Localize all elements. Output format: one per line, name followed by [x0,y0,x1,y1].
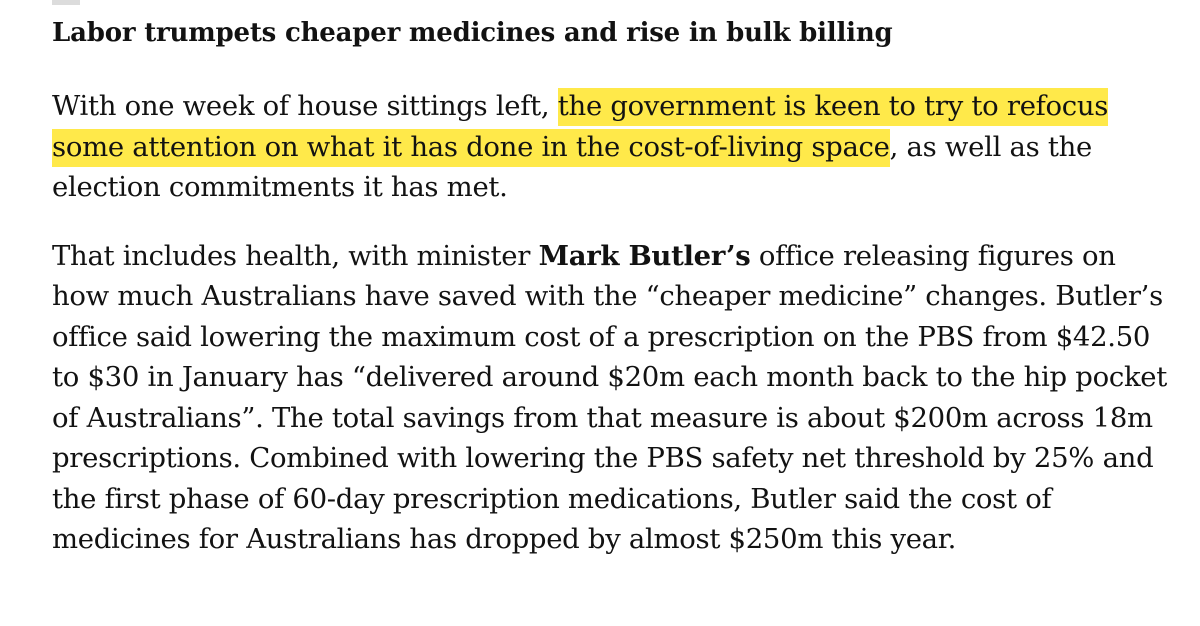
paragraph-2: That includes health, with minister Mark… [52,236,1172,560]
paragraph-2-lead-text: That includes health, with minister [52,239,539,272]
minister-name: Mark Butler’s [538,239,751,272]
article-subheading: Labor trumpets cheaper medicines and ris… [52,18,893,48]
paragraph-2-body-text: office releasing figures on how much Aus… [52,239,1168,556]
paragraph-1-lead-text: With one week of house sittings left, [52,90,558,122]
article-body: Labor trumpets cheaper medicines and ris… [52,0,1172,560]
paragraph-1: With one week of house sittings left, th… [52,86,1172,208]
paragraph-1-trailing-text: , as well as the election commitments it… [52,130,1093,204]
section-divider [52,0,80,5]
